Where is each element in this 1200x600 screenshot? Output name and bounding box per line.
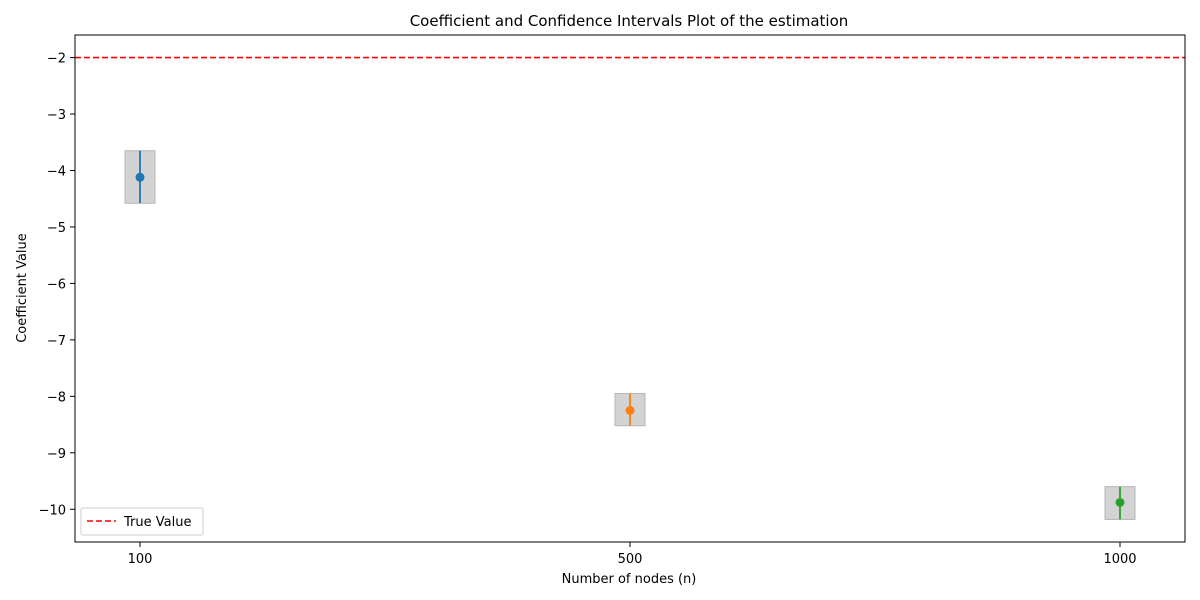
legend-true-value-label: True Value [123,515,191,530]
coefficient-point [1115,497,1125,507]
coefficient-point [625,405,635,415]
x-tick-label: 1000 [1103,552,1136,567]
plot-area: −2 −3 −4 −5 −6 −7 −8 −9 −10 100 500 1000 [39,52,1185,567]
chart-title: Coefficient and Confidence Intervals Plo… [410,12,849,30]
x-axis-title: Number of nodes (n) [562,572,697,587]
axes-frame [74,34,1186,543]
y-tick-label: −8 [47,390,66,405]
coefficient-point [135,172,145,182]
legend-box [80,507,204,536]
y-tick-label: −5 [47,221,66,236]
x-tick-label: 100 [128,552,153,567]
y-tick-label: −6 [47,277,66,292]
legend: True Value [80,507,204,536]
x-tick-label: 500 [618,552,643,567]
y-tick-label: −2 [47,52,66,67]
y-tick-label: −9 [47,447,66,462]
y-tick-label: −4 [47,165,66,180]
y-tick-label: −10 [39,503,66,518]
y-tick-label: −3 [47,108,66,123]
y-tick-label: −7 [47,334,66,349]
y-axis-title: Coefficient Value [15,233,30,343]
